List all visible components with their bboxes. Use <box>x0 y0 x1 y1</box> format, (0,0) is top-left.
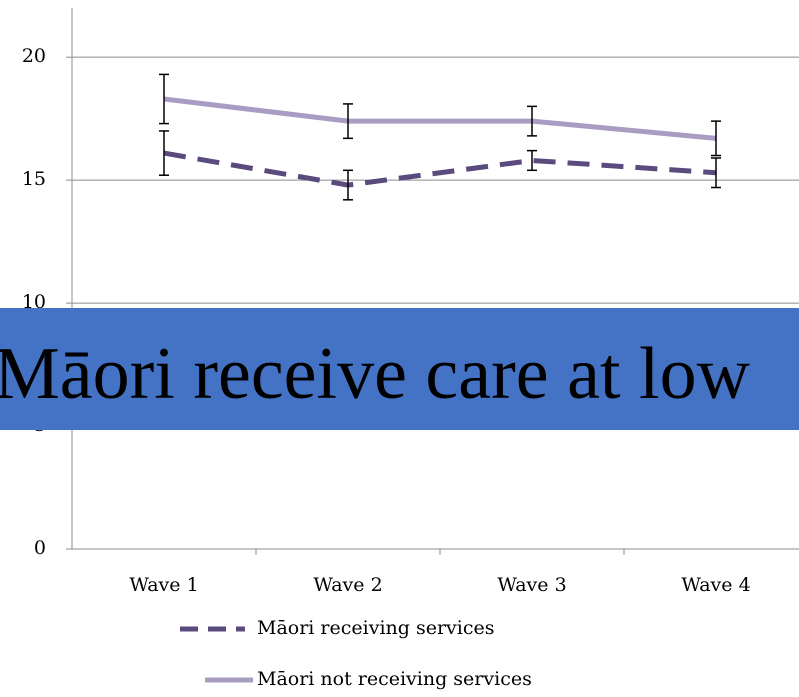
error-bar <box>343 103 353 140</box>
y-tick-label: 20 <box>22 45 46 67</box>
error-bar <box>159 73 169 125</box>
y-tick-label: 0 <box>34 537 46 559</box>
error-bar <box>343 169 353 201</box>
y-tick-label: 10 <box>22 291 46 313</box>
error-bar <box>711 120 721 157</box>
x-tick-label: Wave 1 <box>129 574 198 596</box>
error-bar <box>159 130 169 176</box>
error-bar <box>527 105 537 137</box>
banner <box>0 308 799 430</box>
series-line <box>163 96 717 141</box>
x-tick-label: Wave 2 <box>313 574 382 596</box>
x-tick-label: Wave 3 <box>497 574 566 596</box>
y-tick-label: 15 <box>22 168 46 190</box>
error-bar <box>527 149 537 172</box>
x-tick-label: Wave 4 <box>681 574 750 596</box>
legend-label: Māori not receiving services <box>257 668 532 690</box>
legend-label: Māori receiving services <box>257 617 494 639</box>
error-bar <box>711 157 721 189</box>
series-line <box>163 150 717 188</box>
banner-text: Māori receive care at low <box>0 333 751 415</box>
